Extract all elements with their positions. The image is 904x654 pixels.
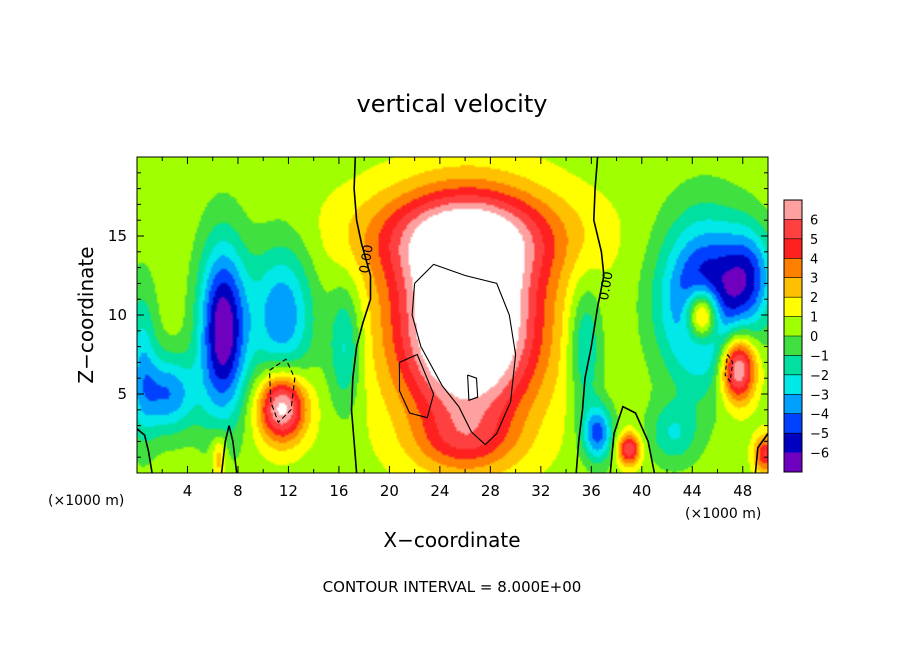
- contour-zero-spike: [220, 425, 238, 473]
- contour-interval-note: CONTOUR INTERVAL = 8.000E+00: [323, 578, 582, 596]
- colorbar-label: 1: [810, 311, 818, 326]
- contour-lines: 0.00 0.00: [137, 157, 768, 473]
- contour-zero-right: [575, 157, 605, 473]
- contour-label: 0.00: [357, 244, 377, 275]
- y-tick-label: 15: [108, 227, 127, 245]
- colorbar: 6 5 4 3 2 1 0 −1 −2 −3 −4 −5 −6: [783, 199, 829, 473]
- colorbar-label: 6: [810, 213, 818, 228]
- colorbar-label: 4: [810, 252, 818, 267]
- x-tick-label: 12: [279, 482, 298, 500]
- contour-dashed-right: [724, 354, 734, 383]
- contour-plus-8-inner: [398, 353, 435, 419]
- x-axis-ticks: 4 8 12 16 20 24 28 32 36 40 44 48: [161, 157, 752, 500]
- plot-area: 0.00 0.00: [136, 156, 769, 474]
- colorbar-label: 2: [810, 291, 818, 306]
- colorbar-swatch: [784, 238, 802, 259]
- colorbar-swatch: [784, 219, 802, 240]
- x-tick-label: 36: [582, 482, 601, 500]
- colorbar-swatch: [784, 452, 802, 473]
- x-tick-label: 28: [481, 482, 500, 500]
- colorbar-swatch: [784, 200, 802, 220]
- contour-zero-left: [350, 157, 372, 473]
- x-tick-label: 44: [683, 482, 702, 500]
- y-axis-ticks: 5 10 15: [108, 172, 768, 458]
- x-unit-left: (×1000 m): [48, 493, 124, 509]
- x-tick-label: 48: [733, 482, 752, 500]
- heatmap-field: [137, 157, 768, 473]
- x-tick-label: 32: [531, 482, 550, 500]
- colorbar-label: −2: [810, 369, 829, 384]
- colorbar-swatch: [784, 336, 802, 356]
- contour-zero-corner-right: [754, 433, 768, 473]
- x-tick-label: 4: [183, 482, 193, 500]
- y-tick-label: 5: [117, 385, 127, 403]
- contour-dashed-left: [268, 358, 296, 424]
- contour-plus-8: [411, 263, 517, 446]
- colorbar-label: −6: [810, 447, 829, 462]
- colorbar-label: −3: [810, 388, 829, 403]
- colorbar-swatch: [784, 297, 802, 317]
- colorbar-swatch: [784, 316, 802, 337]
- colorbar-swatch: [784, 258, 802, 279]
- colorbar-swatch: [784, 277, 802, 298]
- colorbar-label: −4: [810, 408, 829, 423]
- x-tick-label: 16: [329, 482, 348, 500]
- x-tick-label: 24: [430, 482, 449, 500]
- colorbar-swatch: [784, 394, 802, 415]
- colorbar-label: 0: [810, 330, 818, 345]
- colorbar-swatch: [784, 433, 802, 453]
- colorbar-label: 5: [810, 233, 818, 248]
- colorbar-label: −5: [810, 427, 829, 442]
- x-tick-label: 40: [632, 482, 651, 500]
- y-axis-label: Z−coordinate: [74, 246, 98, 383]
- colorbar-label: −1: [810, 349, 829, 364]
- contour-plus-8-spot: [467, 374, 479, 402]
- colorbar-swatch: [784, 413, 802, 434]
- colorbar-swatch: [784, 374, 802, 395]
- x-tick-label: 20: [380, 482, 399, 500]
- colorbar-swatch: [784, 355, 802, 376]
- x-axis-label: X−coordinate: [383, 528, 520, 552]
- x-tick-label: 8: [233, 482, 243, 500]
- y-tick-label: 10: [108, 306, 127, 324]
- contour-zero-corner-left: [137, 428, 153, 473]
- contour-label: 0.00: [597, 270, 617, 301]
- chart-title: vertical velocity: [357, 90, 548, 118]
- x-unit-right: (×1000 m): [685, 506, 761, 522]
- colorbar-label: 3: [810, 272, 818, 287]
- contour-zero-bump: [609, 405, 656, 473]
